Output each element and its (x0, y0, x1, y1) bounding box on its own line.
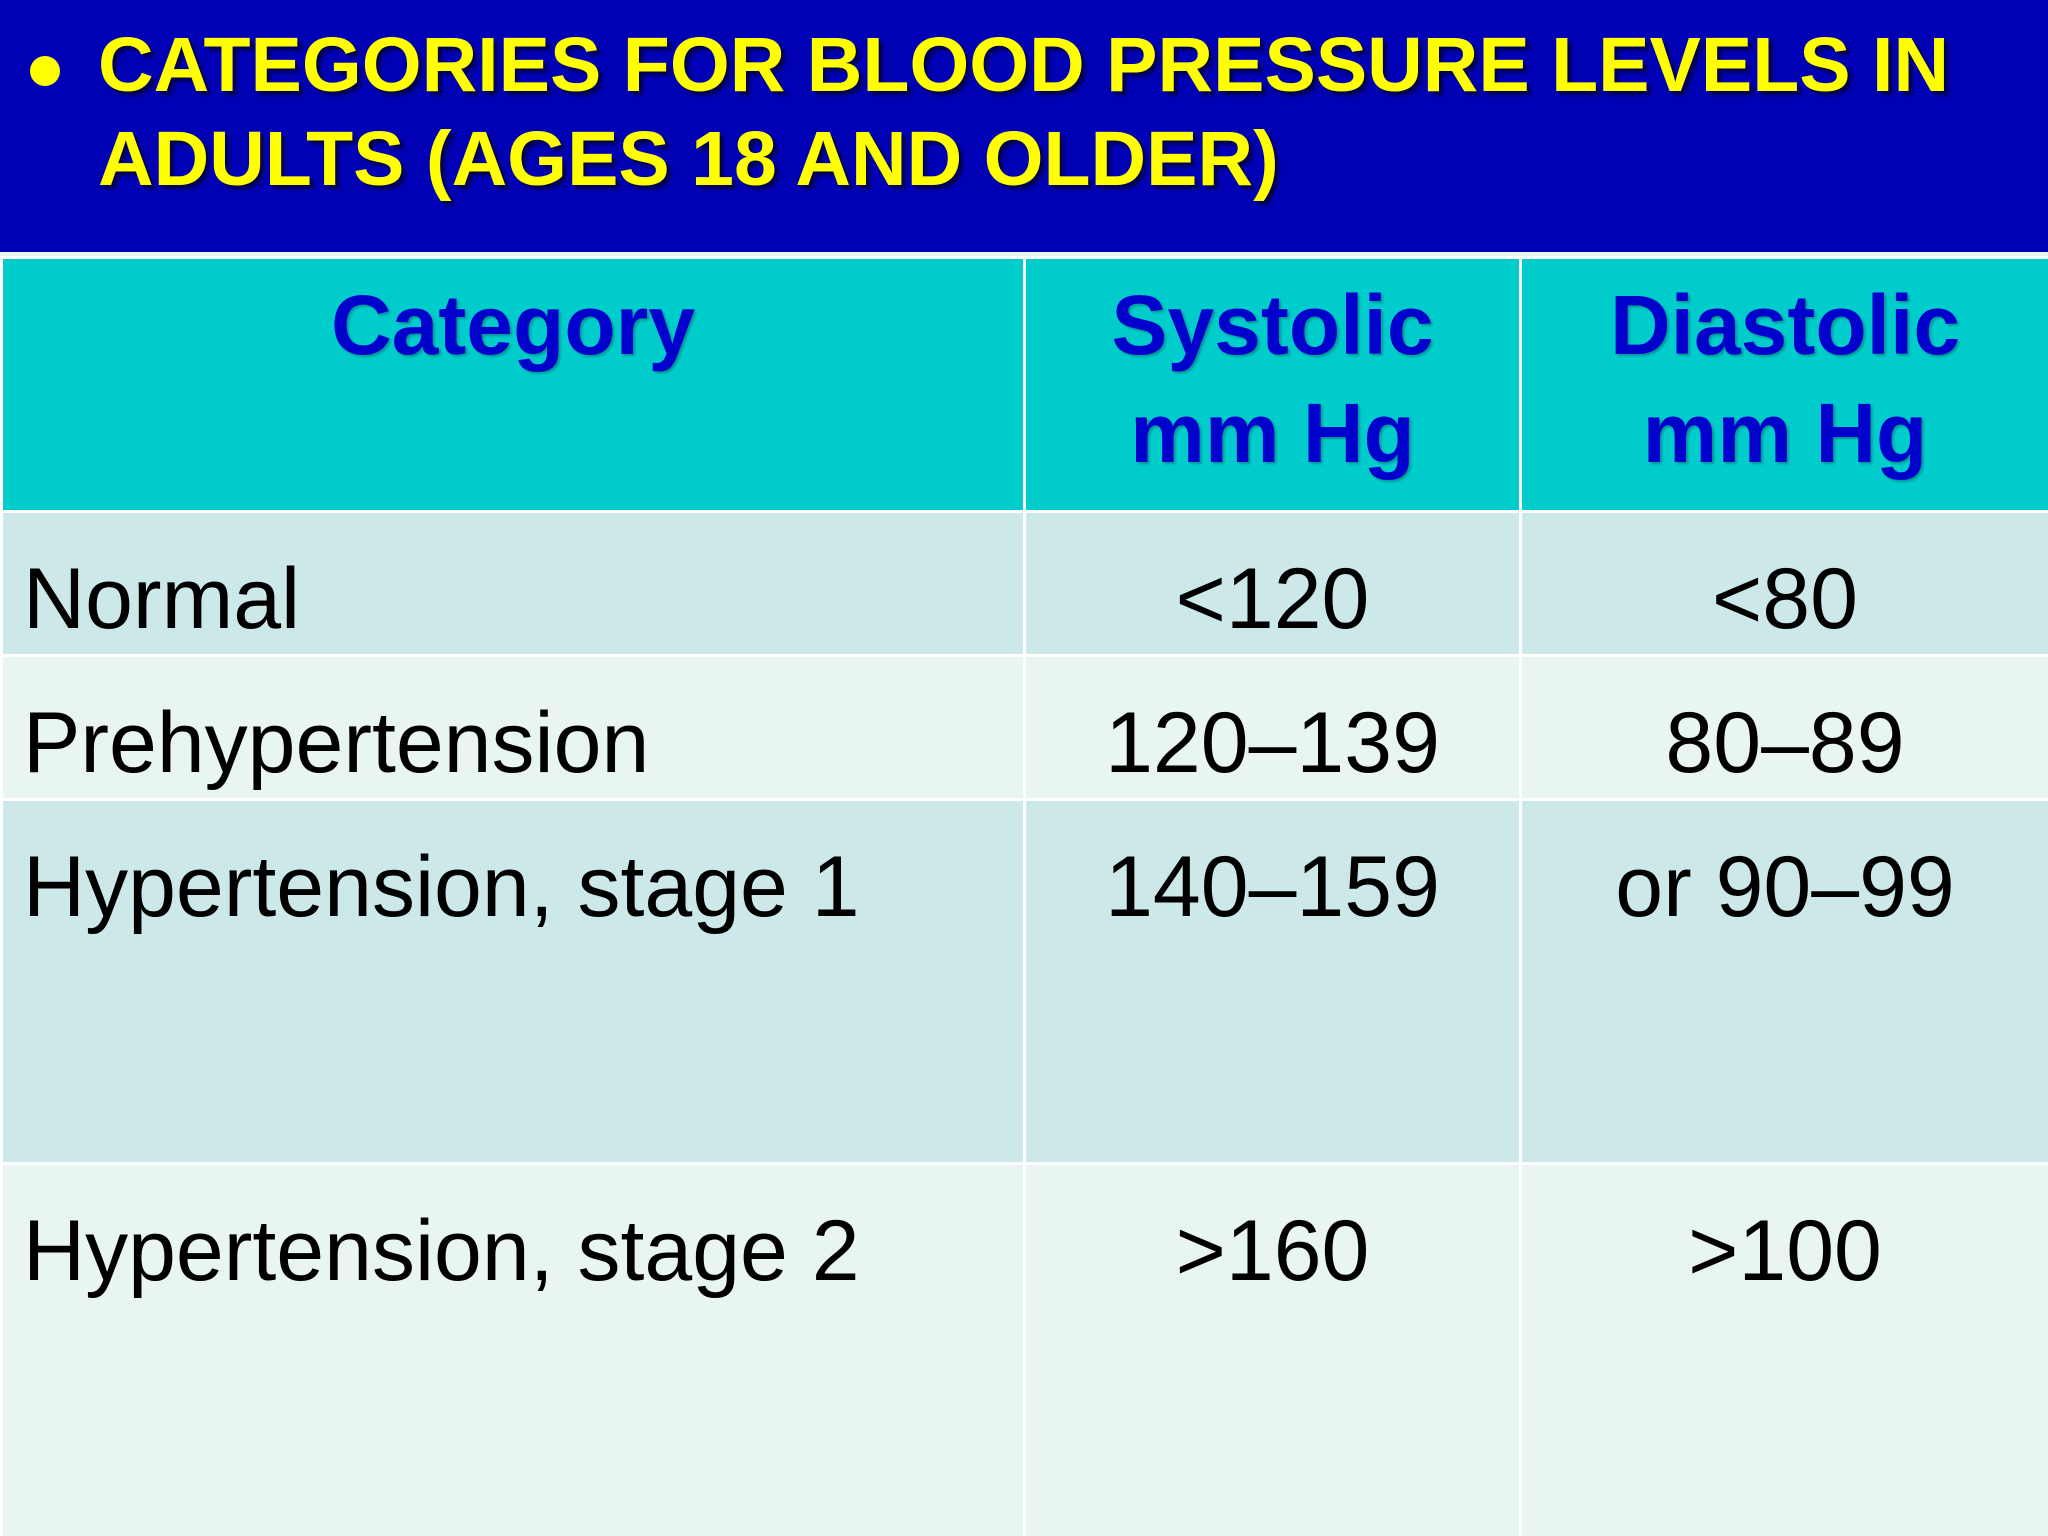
category-cell: Normal (0, 510, 1026, 657)
category-cell: Hypertension, stage 2 (0, 1162, 1026, 1536)
systolic-cell: 140–159 (1023, 798, 1522, 1165)
header-diastolic-label: Diastolic (1609, 278, 1961, 372)
diastolic-cell: >100 (1519, 1162, 2048, 1536)
systolic-cell: >160 (1023, 1162, 1522, 1536)
table-row: Prehypertension 120–139 80–89 (0, 654, 2048, 801)
diastolic-cell: 80–89 (1519, 654, 2048, 801)
header-systolic-label: Systolic (1111, 278, 1434, 372)
systolic-cell: 120–139 (1023, 654, 1522, 801)
title-bar: CATEGORIES FOR BLOOD PRESSURE LEVELS IN … (0, 0, 2048, 252)
table-row: Hypertension, stage 2 >160 >100 (0, 1162, 2048, 1536)
systolic-cell: <120 (1023, 510, 1522, 657)
header-diastolic: Diastolic mm Hg (1519, 256, 2048, 513)
slide-title: CATEGORIES FOR BLOOD PRESSURE LEVELS IN … (98, 22, 1950, 202)
bullet-icon (30, 56, 60, 86)
diastolic-cell: or 90–99 (1519, 798, 2048, 1165)
table-row: Hypertension, stage 1 140–159 or 90–99 (0, 798, 2048, 1165)
diastolic-cell: <80 (1519, 510, 2048, 657)
table-row: Normal <120 <80 (0, 510, 2048, 657)
blood-pressure-table: Category Systolic mm Hg Diastolic mm Hg … (0, 256, 2048, 1536)
category-cell: Prehypertension (0, 654, 1026, 801)
header-systolic-unit: mm Hg (1130, 386, 1415, 480)
header-category: Category (0, 256, 1026, 513)
header-diastolic-unit: mm Hg (1642, 386, 1928, 480)
table-header-row: Category Systolic mm Hg Diastolic mm Hg (0, 256, 2048, 513)
header-systolic: Systolic mm Hg (1023, 256, 1522, 513)
category-cell: Hypertension, stage 1 (0, 798, 1026, 1165)
header-category-label: Category (330, 278, 696, 372)
